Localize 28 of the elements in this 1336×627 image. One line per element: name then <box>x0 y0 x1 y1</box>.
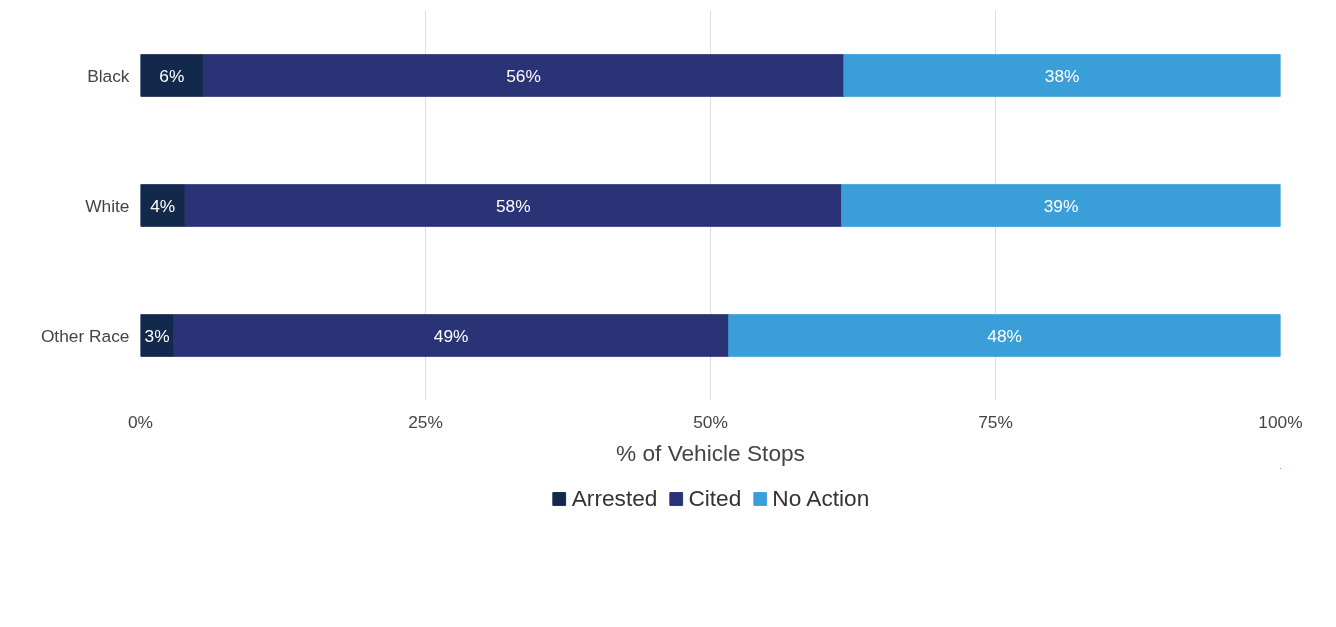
data-label: 4% <box>150 195 176 216</box>
bar <box>184 184 843 227</box>
bar <box>841 184 1281 227</box>
legend-label: No Action <box>772 484 870 512</box>
x-tick-label: 50% <box>693 411 728 432</box>
y-tick-label: Other Race <box>40 325 130 346</box>
bar <box>202 54 845 97</box>
bar <box>728 314 1281 357</box>
y-tick-label: Black <box>87 65 130 86</box>
data-label: 56% <box>506 65 541 86</box>
data-label: 49% <box>433 325 469 346</box>
data-label: 39% <box>1043 195 1079 216</box>
data-label: 58% <box>495 195 531 216</box>
bar <box>140 54 204 97</box>
bar <box>173 314 730 357</box>
x-tick-label: 25% <box>408 411 443 432</box>
bar <box>843 54 1281 97</box>
x-tick-label: 100% <box>1258 411 1303 432</box>
data-label: 48% <box>987 325 1022 346</box>
legend-label: Arrested <box>571 484 658 512</box>
x-tick-label: 75% <box>978 411 1013 432</box>
data-label: 6% <box>159 65 185 86</box>
y-tick-label: White <box>85 195 130 216</box>
x-tick-label: 0% <box>127 411 154 432</box>
legend-label: Cited <box>688 484 742 512</box>
x-axis-title: % of Vehicle Stops <box>616 439 805 466</box>
data-label: 3% <box>144 325 170 346</box>
data-label: 38% <box>1044 65 1080 86</box>
